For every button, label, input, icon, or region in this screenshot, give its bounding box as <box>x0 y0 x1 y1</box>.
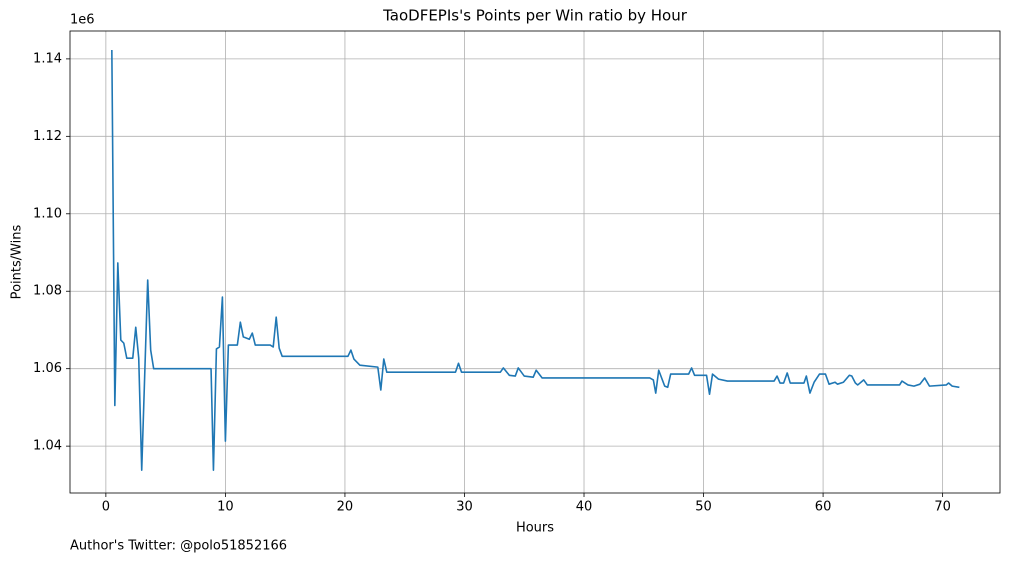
y-tick-label: 1.14 <box>33 51 62 66</box>
y-offset-label: 1e6 <box>70 13 95 28</box>
x-tick-label: 20 <box>337 500 354 515</box>
footer: Author's Twitter: @polo51852166 <box>70 539 287 554</box>
x-tick-label: 0 <box>102 500 110 515</box>
x-tick-label: 30 <box>456 500 473 515</box>
y-tick-label: 1.08 <box>33 284 62 299</box>
plot-frame <box>69 30 1001 494</box>
data-line <box>111 49 960 471</box>
x-tick-label: 10 <box>217 500 234 515</box>
y-tick-label: 1.06 <box>33 361 62 376</box>
y-tick-label: 1.12 <box>33 129 62 144</box>
y-tick-label: 1.10 <box>33 206 62 221</box>
x-axis-label: Hours <box>516 521 554 536</box>
y-tick-label: 1.04 <box>33 439 62 454</box>
y-axis-label: Points/Wins <box>10 224 25 299</box>
chart-title: TaoDFEPIs's Points per Win ratio by Hour <box>382 7 688 25</box>
x-tick-label: 70 <box>934 500 951 515</box>
x-tick-label: 50 <box>695 500 712 515</box>
x-tick-label: 40 <box>576 500 593 515</box>
x-tick-label: 60 <box>815 500 832 515</box>
